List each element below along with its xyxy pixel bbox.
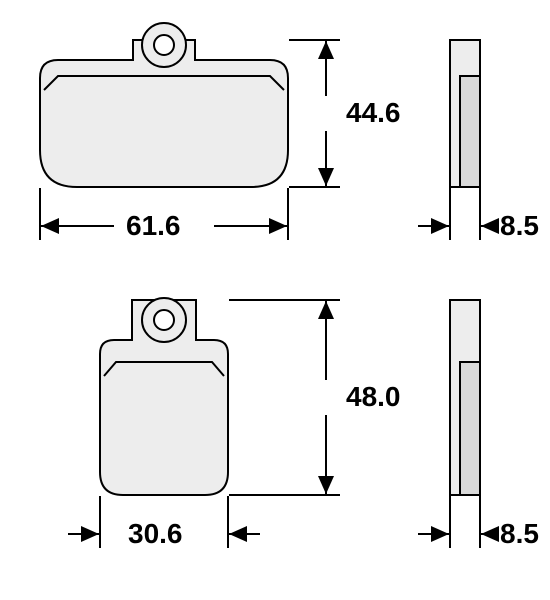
pad-a-front	[40, 23, 288, 187]
label-pad-a-width: 61.6	[126, 210, 181, 242]
dim-pad-b-depth	[418, 496, 498, 548]
label-pad-a-height: 44.6	[346, 97, 401, 129]
label-pad-b-height: 48.0	[346, 381, 401, 413]
label-pad-b-depth: 8.5	[500, 518, 539, 550]
drawing-svg	[0, 0, 550, 600]
pad-b-side	[450, 300, 480, 495]
label-pad-b-width: 30.6	[128, 518, 183, 550]
brake-pad-dimension-diagram: 44.6 61.6 8.5 48.0 30.6 8.5	[0, 0, 550, 600]
dim-pad-a-depth	[418, 188, 498, 240]
dim-pad-a-height	[289, 40, 340, 187]
label-pad-a-depth: 8.5	[500, 210, 539, 242]
pad-b-front	[100, 298, 228, 495]
dim-pad-b-height	[229, 300, 340, 495]
pad-a-side	[450, 40, 480, 187]
